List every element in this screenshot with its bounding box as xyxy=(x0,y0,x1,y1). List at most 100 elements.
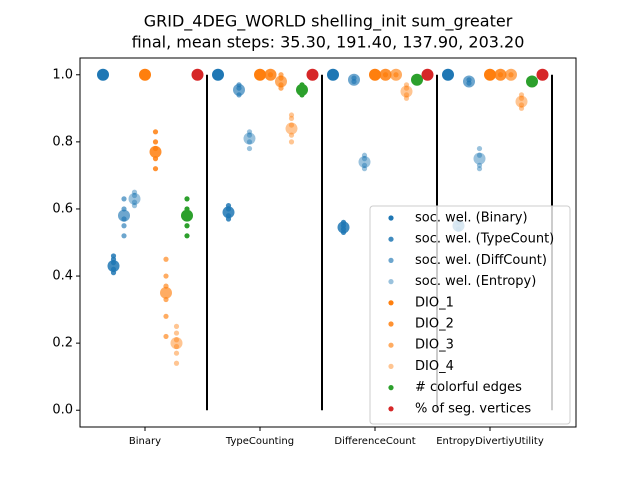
mean-point xyxy=(411,73,423,86)
sample-point xyxy=(246,139,253,145)
mean-point xyxy=(139,68,151,81)
sample-point xyxy=(184,233,190,239)
legend-box xyxy=(369,205,571,425)
sample-point xyxy=(121,233,127,239)
sample-point xyxy=(403,82,410,88)
legend-marker xyxy=(388,406,394,412)
chart-subtitle: final, mean steps: 35.30, 191.40, 137.90… xyxy=(132,33,525,52)
sample-point xyxy=(173,330,180,336)
mean-point xyxy=(421,68,434,81)
mean-point xyxy=(107,259,120,272)
legend-label: DIO_2 xyxy=(415,317,454,332)
mean-point xyxy=(390,68,402,81)
sample-point xyxy=(476,162,483,168)
sample-point xyxy=(131,192,138,199)
legend-marker xyxy=(388,279,394,285)
sample-point xyxy=(518,92,525,98)
legend-label: soc. wel. (TypeCount) xyxy=(415,232,554,247)
x-tick-label: DifferenceCount xyxy=(334,436,415,447)
plot-frame xyxy=(79,57,577,428)
mean-point xyxy=(484,68,496,81)
mean-point xyxy=(160,286,172,299)
mean-point xyxy=(494,68,507,81)
sample-point xyxy=(518,95,525,101)
mean-point xyxy=(285,122,298,135)
sample-point xyxy=(173,337,180,343)
mean-point xyxy=(118,209,130,222)
sample-point xyxy=(152,139,159,145)
mean-point xyxy=(536,68,549,81)
mean-point xyxy=(296,83,308,96)
mean-point xyxy=(254,68,266,81)
legend-marker xyxy=(388,236,394,242)
sample-point xyxy=(476,152,483,158)
legend-label: soc. wel. (Entropy) xyxy=(415,274,536,289)
mean-point xyxy=(170,337,183,350)
sample-point xyxy=(403,95,410,101)
sample-point xyxy=(476,145,483,152)
sample-point xyxy=(288,115,295,121)
legend-marker xyxy=(388,215,394,221)
sample-point xyxy=(288,132,295,138)
y-tick-label: 0.6 xyxy=(52,201,73,216)
sample-point xyxy=(518,105,525,111)
x-tick-label: Binary xyxy=(129,436,161,447)
mean-point xyxy=(243,132,256,145)
sample-point xyxy=(476,166,483,172)
mean-point xyxy=(358,155,371,168)
legend: soc. wel. (Binary) soc. wel. (TypeCount) s… xyxy=(369,205,571,425)
sample-point xyxy=(121,223,127,229)
sample-point xyxy=(246,132,253,138)
mean-point xyxy=(337,221,350,234)
mean-point xyxy=(379,68,392,81)
mean-point xyxy=(97,68,109,81)
sample-point xyxy=(403,85,410,91)
legend-label: DIO_3 xyxy=(415,338,454,353)
mean-point xyxy=(233,83,245,96)
mean-point xyxy=(191,68,204,81)
y-tick-label: 0.2 xyxy=(52,336,73,351)
mean-point xyxy=(181,209,193,222)
sample-point xyxy=(173,360,180,366)
legend-label: soc. wel. (DiffCount) xyxy=(415,253,547,268)
sample-point xyxy=(131,203,138,209)
sample-point xyxy=(163,256,169,262)
sample-point xyxy=(163,313,169,319)
y-tick-label: 0.4 xyxy=(52,269,73,284)
legend-marker xyxy=(388,321,394,327)
y-tick-label: 0.8 xyxy=(52,134,73,149)
sample-point xyxy=(131,199,138,205)
x-tick-label: EntropyDivertiyUtility xyxy=(436,436,544,447)
sample-point xyxy=(173,350,180,356)
mean-point xyxy=(473,152,486,165)
sample-point xyxy=(288,139,295,145)
mean-point xyxy=(306,68,319,81)
mean-point xyxy=(515,95,528,108)
sample-point xyxy=(152,129,159,135)
x-tick-label: TypeCounting xyxy=(225,436,294,447)
legend-label: # colorful edges xyxy=(415,380,522,395)
sample-point xyxy=(361,152,368,158)
mean-point xyxy=(400,85,413,98)
legend-marker xyxy=(388,385,394,391)
sample-point xyxy=(173,323,180,329)
sample-point xyxy=(184,196,190,202)
sample-point xyxy=(121,196,127,202)
sample-point xyxy=(518,102,525,108)
mean-point xyxy=(526,75,538,88)
sample-point xyxy=(361,162,368,168)
mean-point xyxy=(505,68,517,81)
legend-marker xyxy=(388,300,394,306)
mean-point xyxy=(264,68,277,81)
mean-point xyxy=(369,68,381,81)
sample-point xyxy=(288,112,295,118)
y-tick-label: 0.0 xyxy=(52,403,73,418)
mean-point xyxy=(128,192,141,205)
chart-title: GRID_4DEG_WORLD shelling_init sum_greate… xyxy=(144,12,513,32)
mean-point xyxy=(212,68,224,81)
legend-label: % of seg. vertices xyxy=(415,401,531,416)
sample-point xyxy=(361,156,368,162)
sample-point xyxy=(163,273,169,279)
sample-point xyxy=(184,223,190,229)
